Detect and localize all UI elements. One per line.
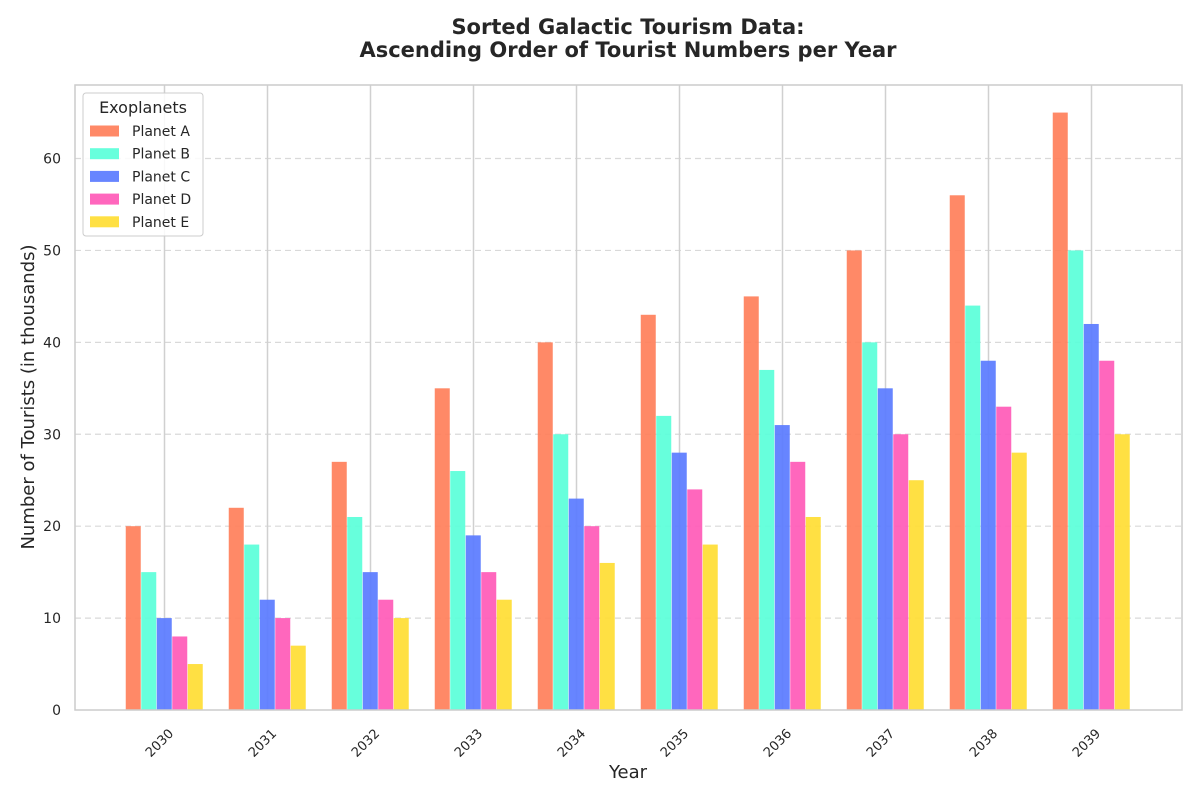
y-tick-label: 30 bbox=[43, 427, 61, 443]
bar-planet-a-2035 bbox=[640, 314, 656, 710]
bar-planet-b-2030 bbox=[141, 572, 157, 710]
bar-planet-d-2035 bbox=[687, 489, 703, 710]
legend-label: Planet C bbox=[132, 169, 190, 185]
bar-planet-a-2033 bbox=[434, 388, 450, 710]
bar-planet-c-2034 bbox=[568, 498, 584, 710]
bar-planet-b-2031 bbox=[244, 544, 260, 710]
y-axis-ticks: 0 10 20 30 40 50 60 bbox=[43, 152, 61, 719]
bar-planet-d-2037 bbox=[893, 434, 909, 710]
bar-planet-e-2037 bbox=[908, 480, 924, 710]
bar-planet-b-2035 bbox=[656, 415, 672, 710]
bar-planet-c-2033 bbox=[465, 535, 481, 710]
bar-planet-d-2039 bbox=[1099, 360, 1115, 710]
legend-label: Planet A bbox=[132, 124, 190, 140]
bar-planet-c-2037 bbox=[877, 388, 893, 710]
bar-planet-d-2033 bbox=[481, 572, 497, 710]
bar-planet-b-2036 bbox=[759, 369, 775, 710]
bar-planet-b-2037 bbox=[862, 342, 878, 710]
bar-planet-c-2038 bbox=[980, 360, 996, 710]
bar-planet-d-2034 bbox=[584, 526, 600, 710]
bar-planet-b-2038 bbox=[965, 305, 981, 710]
bar-planet-a-2032 bbox=[331, 461, 347, 710]
bar-planet-e-2030 bbox=[187, 664, 203, 710]
y-tick-label: 40 bbox=[43, 335, 61, 351]
legend: Exoplanets Planet A Planet B Planet C Plane… bbox=[82, 92, 204, 237]
bar-planet-a-2039 bbox=[1052, 112, 1068, 710]
bar-planet-c-2031 bbox=[259, 599, 275, 710]
legend-swatch bbox=[90, 216, 119, 228]
y-tick-label: 0 bbox=[52, 703, 61, 719]
bar-planet-e-2032 bbox=[393, 618, 409, 710]
bar-planet-d-2032 bbox=[378, 599, 394, 710]
y-tick-label: 50 bbox=[43, 243, 61, 259]
bar-planet-e-2033 bbox=[496, 599, 512, 710]
bar-planet-e-2034 bbox=[599, 562, 615, 710]
bar-planet-e-2036 bbox=[805, 516, 821, 710]
bar-planet-e-2031 bbox=[290, 645, 306, 710]
bar-planet-c-2030 bbox=[156, 618, 172, 710]
legend-swatch bbox=[90, 148, 119, 160]
bar-planet-e-2038 bbox=[1011, 452, 1027, 710]
bar-planet-d-2036 bbox=[790, 461, 806, 710]
bar-planet-c-2032 bbox=[362, 572, 378, 710]
legend-swatch bbox=[90, 193, 119, 205]
legend-swatch bbox=[90, 170, 119, 182]
y-axis-label: Number of Tourists (in thousands) bbox=[18, 244, 39, 549]
chart-title-line-1: Sorted Galactic Tourism Data: bbox=[451, 15, 804, 39]
bar-planet-b-2039 bbox=[1068, 250, 1084, 710]
y-tick-label: 20 bbox=[43, 519, 61, 535]
legend-label: Planet D bbox=[132, 192, 191, 208]
bar-planet-b-2034 bbox=[553, 434, 569, 710]
bar-planet-d-2038 bbox=[996, 406, 1012, 710]
bar-planet-a-2030 bbox=[125, 526, 141, 710]
bar-planet-e-2039 bbox=[1114, 434, 1130, 710]
chart-title-line-2: Ascending Order of Tourist Numbers per Y… bbox=[359, 38, 897, 62]
bar-planet-a-2037 bbox=[846, 250, 862, 710]
legend-label: Planet B bbox=[132, 147, 190, 163]
bar-planet-b-2032 bbox=[347, 516, 363, 710]
x-axis-label: Year bbox=[608, 762, 648, 783]
bar-planet-c-2039 bbox=[1083, 323, 1099, 710]
legend-label: Planet E bbox=[132, 215, 189, 231]
bar-planet-a-2038 bbox=[949, 195, 965, 711]
plot-frame bbox=[74, 84, 1183, 711]
bar-planet-d-2030 bbox=[172, 636, 188, 710]
bar-planet-d-2031 bbox=[275, 618, 291, 710]
bar-planet-c-2036 bbox=[774, 425, 790, 710]
bar-planet-a-2036 bbox=[743, 296, 759, 710]
bar-planet-a-2031 bbox=[228, 507, 244, 710]
y-tick-label: 60 bbox=[43, 152, 61, 168]
legend-title: Exoplanets bbox=[99, 98, 187, 117]
y-tick-label: 10 bbox=[43, 611, 61, 627]
legend-swatch bbox=[90, 125, 119, 137]
bar-planet-b-2033 bbox=[450, 471, 466, 710]
bars bbox=[125, 112, 1130, 711]
bar-planet-e-2035 bbox=[702, 544, 718, 710]
bar-planet-a-2034 bbox=[537, 342, 553, 710]
bar-planet-c-2035 bbox=[671, 452, 687, 710]
